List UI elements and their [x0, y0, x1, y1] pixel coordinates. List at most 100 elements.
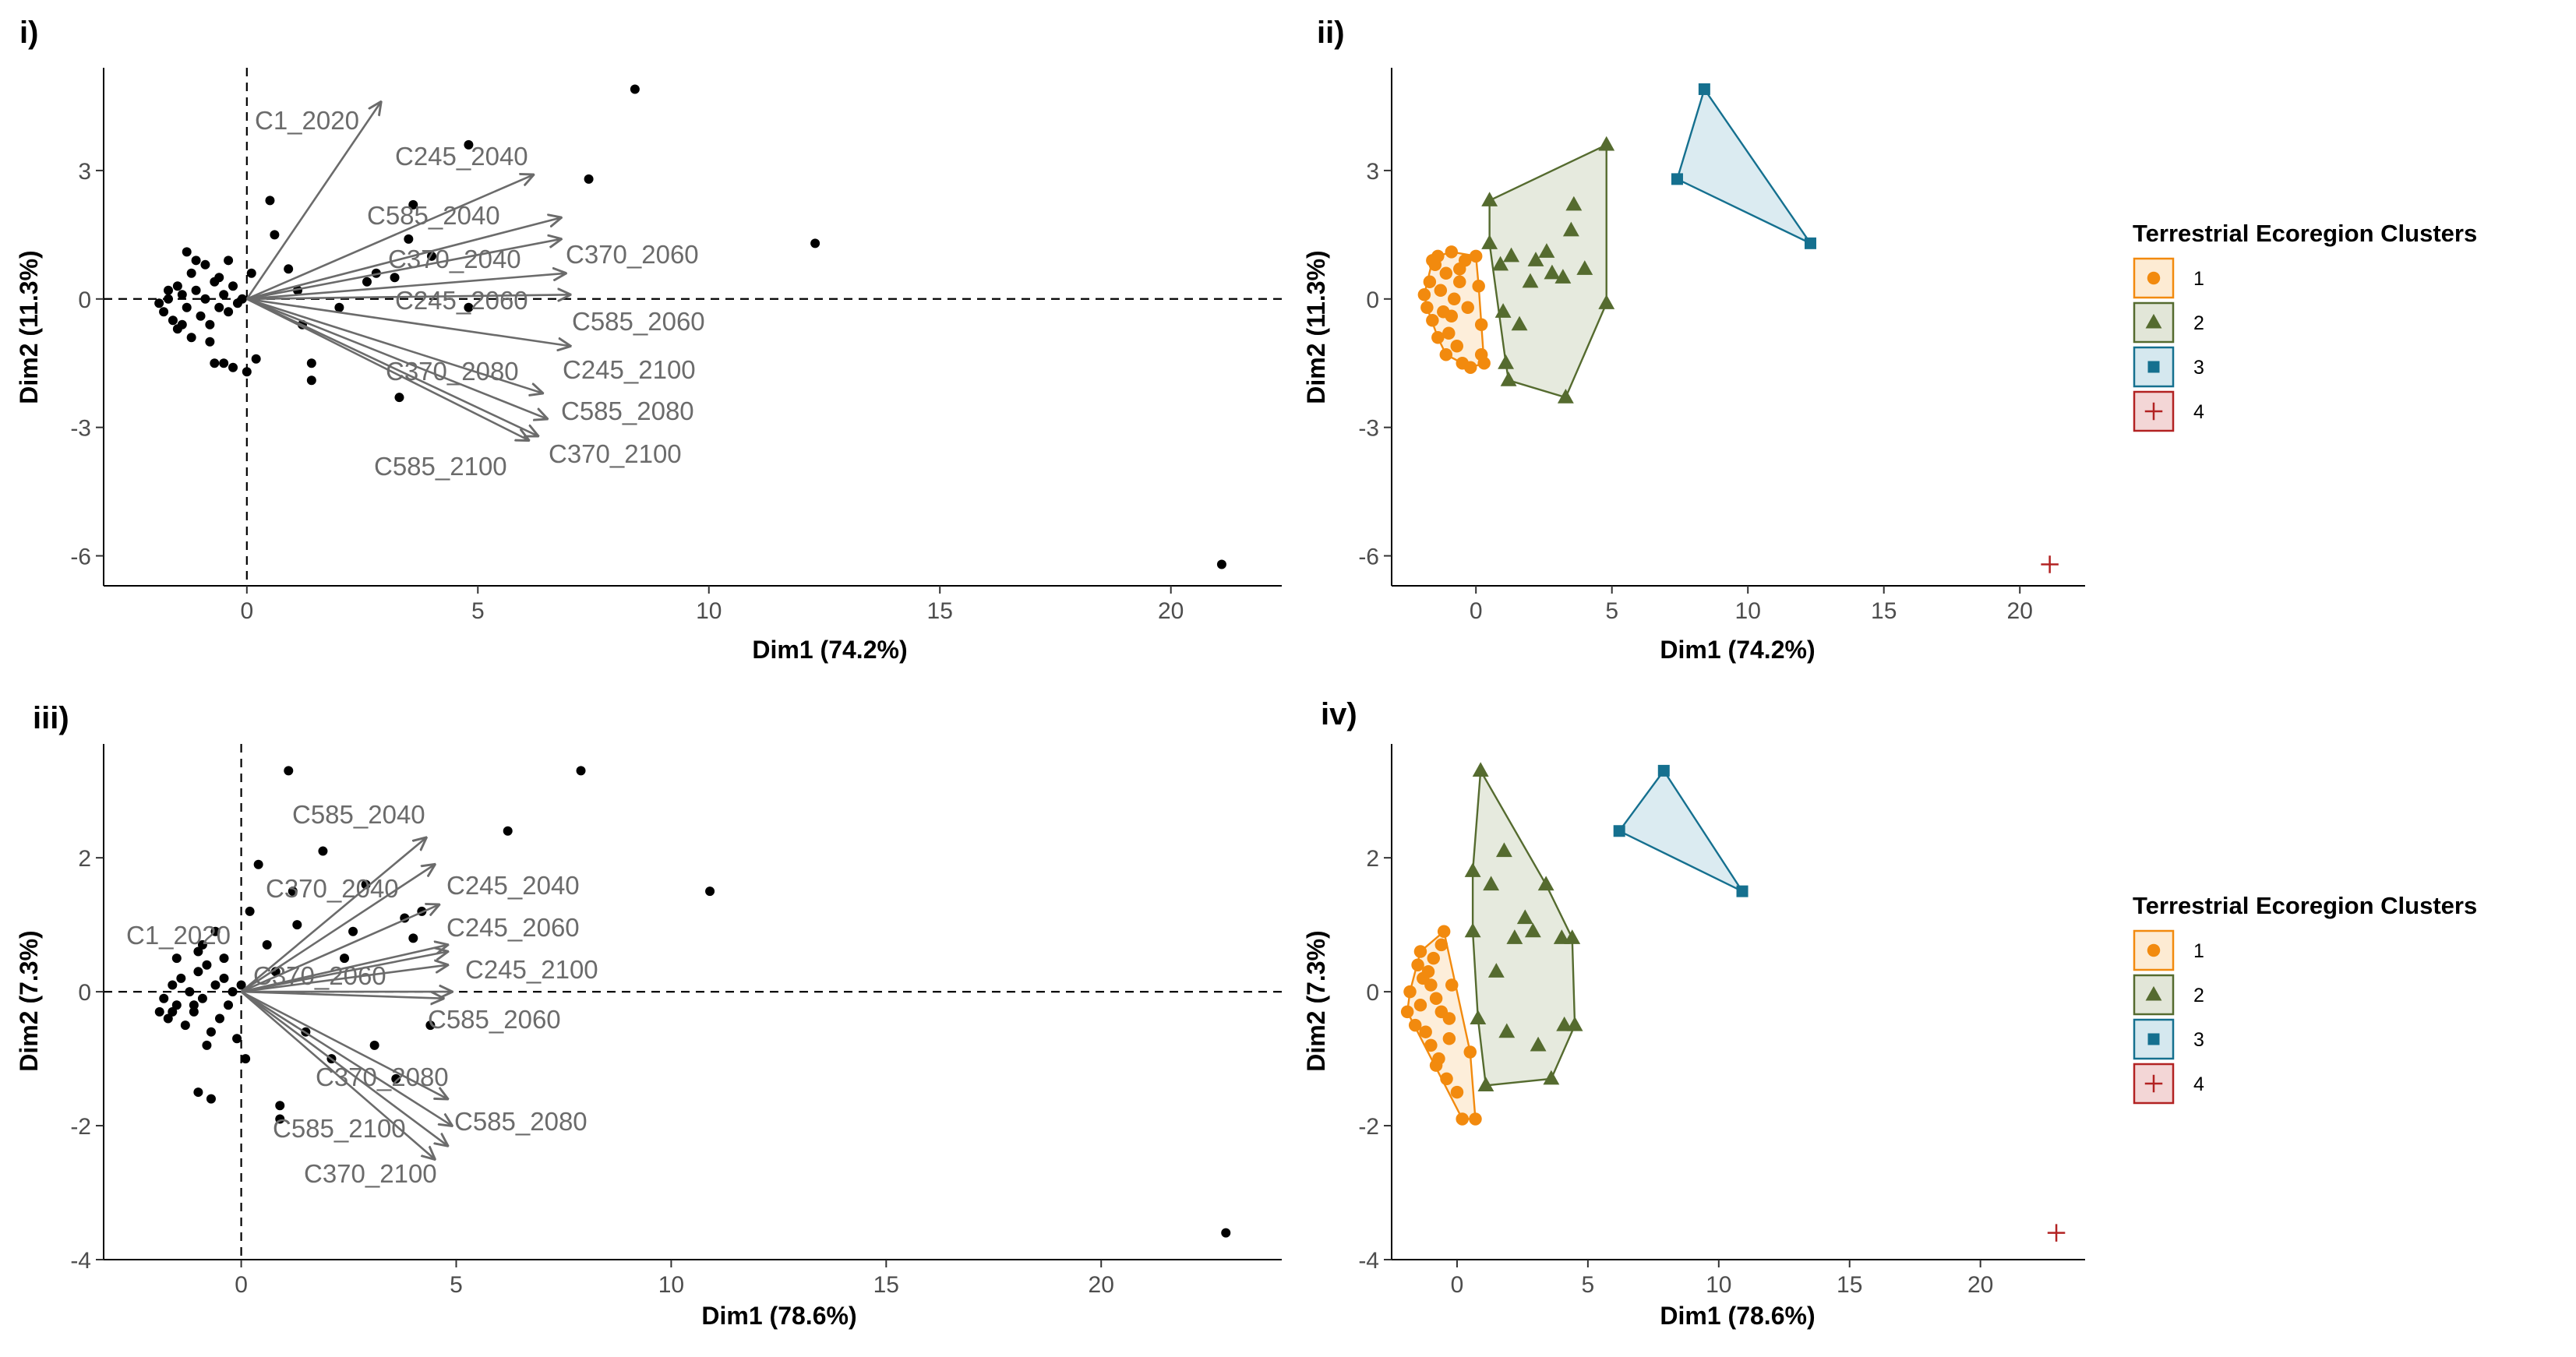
data-point	[284, 264, 294, 274]
x-tick-label: 5	[471, 598, 485, 624]
legend-label-1: 1	[2193, 940, 2204, 962]
data-point	[177, 319, 187, 330]
var-label-C370_2040: C370_2040	[266, 874, 399, 903]
cluster-1-point	[1431, 330, 1445, 344]
data-point	[172, 281, 182, 291]
var-label-C370_2040: C370_2040	[388, 245, 521, 273]
data-point	[503, 826, 513, 836]
legend-symbol-1	[2147, 271, 2161, 285]
cluster-2-point	[1576, 260, 1593, 275]
x-tick-label: 10	[696, 598, 722, 624]
cluster-2-point	[1481, 234, 1498, 249]
data-point	[171, 953, 182, 964]
data-point	[219, 973, 229, 983]
legend-symbol-1	[2147, 943, 2161, 957]
panel-label: iii)	[33, 701, 69, 735]
data-point	[236, 980, 246, 990]
arrow-C245_2100	[246, 298, 570, 346]
cluster-1-point	[1463, 1045, 1477, 1059]
cluster-1-point	[1417, 288, 1431, 301]
cluster-1-point	[1445, 978, 1459, 992]
arrow-C585_2080	[246, 298, 547, 419]
cluster-2-point	[1470, 1010, 1487, 1025]
var-label-C1_2020: C1_2020	[126, 921, 231, 950]
y-tick-label: 0	[78, 287, 91, 313]
cluster-4-point	[2047, 1224, 2066, 1242]
cluster-1-point	[1423, 275, 1437, 289]
cluster-2-point	[1598, 136, 1615, 151]
cluster-1-point	[1437, 925, 1451, 938]
cluster-1-point	[1413, 945, 1427, 958]
legend-2: Terrestrial Ecoregion Clusters 1 2 3 4	[2133, 892, 2477, 1105]
cluster-2-point	[1498, 1023, 1516, 1038]
cluster-2-point	[1527, 252, 1544, 266]
y-tick-label: -6	[70, 545, 91, 570]
x-tick-label: 5	[1582, 1272, 1595, 1298]
var-label-C370_2060: C370_2060	[566, 240, 699, 269]
data-point	[180, 1020, 190, 1031]
data-point	[232, 1034, 242, 1044]
data-point	[191, 256, 201, 266]
cluster-3-hull	[1618, 769, 1745, 894]
data-point	[177, 290, 187, 300]
var-label-C370_2060: C370_2060	[253, 961, 386, 990]
cluster-1-point	[1469, 1112, 1482, 1126]
cluster-4-point	[2041, 555, 2059, 573]
data-point	[164, 285, 174, 295]
arrow-C370_2080	[240, 990, 448, 1099]
data-point	[584, 174, 594, 184]
data-point	[214, 302, 224, 312]
data-point	[464, 139, 474, 150]
data-point	[202, 960, 212, 970]
var-label-C245_2060: C245_2060	[395, 286, 528, 315]
legend-key-1	[2133, 929, 2175, 971]
panel-ii: ii) 0 5 10 15 20 -6 -3 0 3 Dim1 (74.2%) Dim2 (11.3%…	[1302, 16, 2085, 664]
legend-symbol-2	[2145, 313, 2162, 329]
data-point	[159, 307, 169, 317]
cluster-1-point	[1472, 280, 1485, 293]
y-axis-title: Dim2 (11.3%)	[1302, 250, 1330, 404]
data-point	[270, 230, 280, 240]
cluster-1-point	[1413, 999, 1427, 1012]
legend-symbol-4	[2144, 402, 2163, 421]
data-point	[237, 294, 247, 304]
data-point	[219, 953, 229, 964]
data-point	[210, 926, 221, 936]
cluster-2-point	[1553, 929, 1570, 944]
data-point	[182, 302, 192, 312]
var-label-C245_2040: C245_2040	[446, 871, 580, 900]
cluster-2-point	[1557, 389, 1574, 404]
var-label-C370_2100: C370_2100	[304, 1159, 437, 1188]
data-point	[228, 362, 238, 372]
data-point	[196, 311, 206, 321]
cluster-1-point	[1434, 938, 1449, 952]
cluster-2-point	[1506, 929, 1523, 944]
cluster-1-point	[1421, 965, 1435, 978]
data-point	[154, 298, 164, 308]
cluster-2-point	[1562, 221, 1579, 237]
cluster-3-hull	[1676, 86, 1814, 246]
data-point	[224, 256, 234, 266]
cluster-1-point	[1474, 318, 1488, 332]
data-point	[206, 1094, 216, 1104]
arrow-C245_2040	[246, 174, 534, 300]
data-point	[200, 259, 210, 270]
var-label-C585_2040: C585_2040	[367, 201, 500, 230]
cluster-1-point	[1439, 266, 1453, 280]
data-point	[348, 926, 358, 936]
arrow-C370_2100	[240, 991, 435, 1159]
data-point	[340, 953, 350, 964]
data-point	[163, 1013, 173, 1024]
cluster-2-point	[1492, 256, 1509, 271]
arrow-C370_2100	[246, 298, 538, 436]
y-tick-label: 3	[78, 159, 91, 185]
data-point	[189, 1006, 199, 1017]
arrow-C245_2060	[241, 952, 448, 993]
x-tick-label: 10	[1735, 598, 1761, 624]
cluster-3-point	[1804, 237, 1816, 249]
cluster-2-point	[1522, 273, 1539, 288]
data-point	[270, 967, 281, 977]
x-axis-title: Dim1 (78.6%)	[1660, 1302, 1815, 1330]
x-tick-label: 20	[1089, 1272, 1114, 1298]
data-point	[408, 933, 418, 943]
